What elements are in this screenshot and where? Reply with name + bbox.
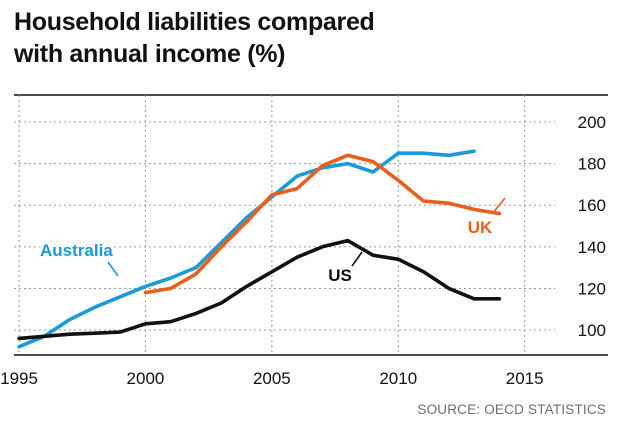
y-tick-label: 200 [578,113,606,132]
y-tick-label: 160 [578,196,606,215]
y-tick-label: 180 [578,155,606,174]
y-tick-label: 100 [578,321,606,340]
series-label-leader-uk [491,197,506,215]
series-line-us [17,238,502,341]
y-tick-label: 120 [578,279,606,298]
x-tick-label: 2015 [506,369,544,388]
series-label-us: US [328,266,352,285]
chart-title-line-2: with annual income (%) [14,40,286,68]
series-label-halo-uk: UK [468,218,493,237]
series-label-leader-australia [107,261,119,277]
series-line-australia [17,149,476,349]
series-line-uk [143,153,502,295]
x-tick-label: 1995 [0,369,38,388]
chart-title-line-1: Household liabilities compared [14,8,375,36]
x-tick-label: 2010 [379,369,417,388]
chart-title: Household liabilities compared with annu… [14,6,574,70]
series-label-uk: UK [468,218,493,237]
source-note: SOURCE: OECD STATISTICS [417,402,606,417]
y-tick-label: 140 [578,238,606,257]
x-tick-label: 2000 [127,369,165,388]
series-label-halo-australia: Australia [40,241,113,260]
series-label-australia: Australia [40,241,113,260]
series-label-halo-us: US [328,266,352,285]
series-label-leader-us [351,251,363,267]
x-tick-label: 2005 [253,369,291,388]
